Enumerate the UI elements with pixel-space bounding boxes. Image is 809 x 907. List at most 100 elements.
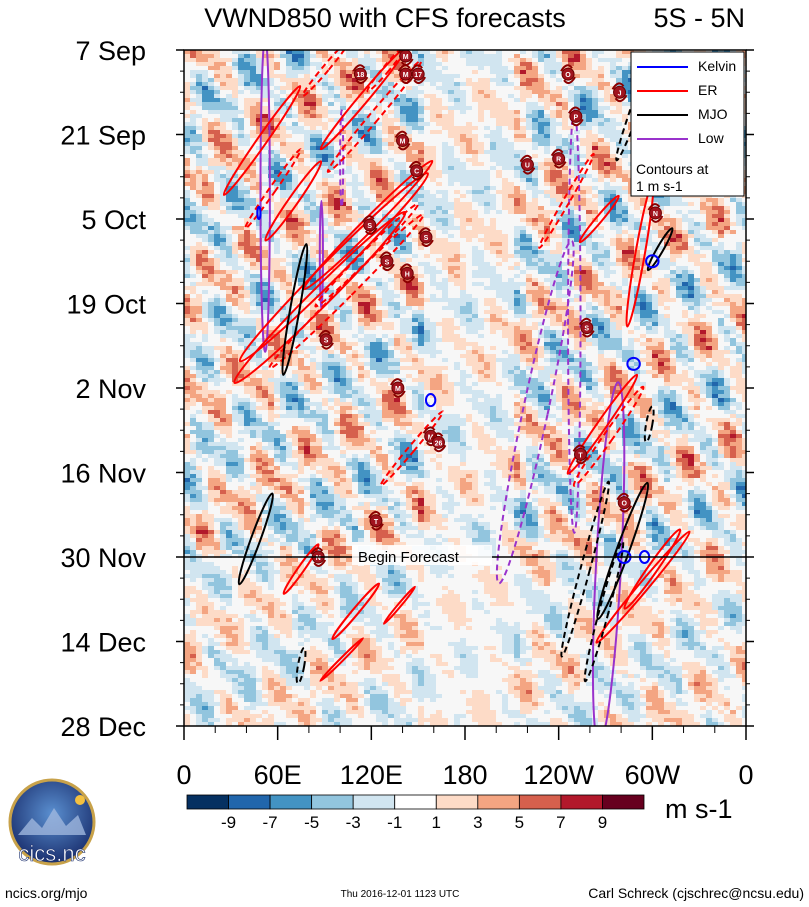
heatmap-cell [376,282,382,286]
heatmap-cell [478,106,484,110]
heatmap-cell [724,330,730,334]
heatmap-cell [292,218,298,222]
heatmap-cell [310,318,316,322]
heatmap-cell [718,310,724,314]
heatmap-cell [544,258,550,262]
heatmap-cell [550,182,556,186]
heatmap-cell [520,50,526,54]
heatmap-cell [544,226,550,230]
heatmap-cell [466,62,472,66]
heatmap-cell [508,198,514,202]
heatmap-cell [580,270,586,274]
heatmap-cell [352,234,358,238]
heatmap-cell [586,290,592,294]
heatmap-cell [736,250,742,254]
heatmap-cell [616,326,622,330]
heatmap-cell [298,70,304,74]
heatmap-cell [598,82,604,86]
heatmap-cell [400,334,406,338]
heatmap-cell [556,250,562,254]
heatmap-cell [634,202,640,206]
heatmap-cell [586,274,592,278]
heatmap-cell [406,330,412,334]
heatmap-cell [544,334,550,338]
heatmap-cell [652,222,658,226]
heatmap-cell [682,242,688,246]
heatmap-cell [496,50,502,54]
heatmap-cell [544,150,550,154]
heatmap-cell [454,170,460,174]
heatmap-cell [454,298,460,302]
heatmap-cell [214,58,220,62]
heatmap-cell [736,254,742,258]
heatmap-cell [532,282,538,286]
heatmap-cell [682,326,688,330]
heatmap-cell [418,122,424,126]
heatmap-cell [514,186,520,190]
heatmap-cell [232,194,238,198]
heatmap-cell [574,274,580,278]
heatmap-cell [400,322,406,326]
heatmap-cell [490,222,496,226]
heatmap-cell [490,62,496,66]
heatmap-cell [550,66,556,70]
heatmap-cell [190,258,196,262]
heatmap-cell [490,270,496,274]
heatmap-cell [712,202,718,206]
heatmap-cell [232,286,238,290]
heatmap-cell [358,270,364,274]
heatmap-cell [580,58,586,62]
heatmap-cell [622,114,628,118]
heatmap-cell [322,186,328,190]
heatmap-cell [382,174,388,178]
heatmap-cell [202,106,208,110]
heatmap-cell [622,186,628,190]
heatmap-cell [580,62,586,66]
heatmap-cell [664,290,670,294]
heatmap-cell [196,250,202,254]
heatmap-cell [496,318,502,322]
heatmap-cell [268,278,274,282]
heatmap-cell [472,138,478,142]
heatmap-cell [184,138,190,142]
heatmap-cell [580,98,586,102]
heatmap-cell [196,142,202,146]
heatmap-cell [376,186,382,190]
heatmap-cell [190,174,196,178]
heatmap-cell [316,186,322,190]
heatmap-cell [634,314,640,318]
heatmap-cell [280,138,286,142]
heatmap-cell [598,50,604,54]
heatmap-cell [304,170,310,174]
heatmap-cell [628,262,634,266]
heatmap-cell [676,210,682,214]
heatmap-cell [394,130,400,134]
heatmap-cell [376,194,382,198]
heatmap-cell [490,94,496,98]
heatmap-cell [442,170,448,174]
heatmap-cell [694,314,700,318]
heatmap-cell [448,306,454,310]
heatmap-cell [526,102,532,106]
heatmap-cell [592,86,598,90]
heatmap-cell [220,114,226,118]
heatmap-cell [292,234,298,238]
heatmap-cell [556,310,562,314]
heatmap-cell [490,90,496,94]
heatmap-cell [532,322,538,326]
heatmap-cell [700,254,706,258]
heatmap-cell [520,282,526,286]
heatmap-cell [442,78,448,82]
heatmap-cell [286,66,292,70]
heatmap-cell [418,198,424,202]
heatmap-cell [658,322,664,326]
heatmap-cell [484,302,490,306]
heatmap-cell [706,322,712,326]
heatmap-cell [310,218,316,222]
heatmap-cell [304,166,310,170]
heatmap-cell [274,94,280,98]
heatmap-cell [664,298,670,302]
heatmap-cell [334,86,340,90]
heatmap-cell [334,170,340,174]
heatmap-cell [382,142,388,146]
